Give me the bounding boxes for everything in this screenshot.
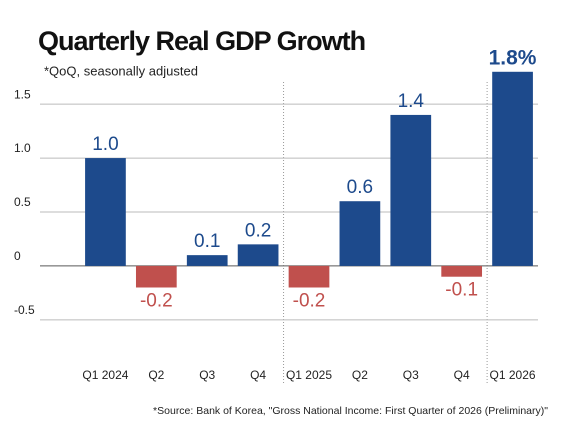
bar: [186, 255, 228, 266]
bar: [135, 265, 177, 288]
x-tick-label: Q1 2026: [490, 368, 536, 382]
y-tick-label: 1.0: [14, 141, 31, 155]
data-label: 0.1: [194, 231, 220, 252]
data-label: 1.0: [92, 134, 118, 155]
x-tick-label: Q4: [250, 368, 266, 382]
data-label: -0.2: [140, 291, 173, 312]
x-tick-label: Q3: [199, 368, 215, 382]
bar: [390, 114, 432, 266]
x-tick-label: Q2: [148, 368, 164, 382]
source-note: *Source: Bank of Korea, "Gross National …: [153, 405, 548, 417]
data-label: -0.2: [293, 291, 326, 312]
x-tick-label: Q1 2025: [286, 368, 332, 382]
bar: [339, 201, 381, 266]
data-label: 1.4: [398, 91, 425, 112]
x-tick-label: Q4: [454, 368, 470, 382]
data-label: 1.8%: [489, 46, 537, 69]
x-tick-label: Q1 2024: [82, 368, 128, 382]
bar: [492, 71, 533, 266]
bar: [237, 244, 279, 266]
y-tick-label: -0.5: [14, 303, 35, 317]
data-label: 0.6: [347, 177, 373, 198]
x-tick-label: Q3: [403, 368, 419, 382]
y-tick-label: 0: [14, 249, 21, 263]
bar: [288, 265, 330, 288]
bar: [441, 265, 483, 277]
data-label: 0.2: [245, 220, 271, 241]
x-tick-label: Q2: [352, 368, 368, 382]
chart-subtitle: *QoQ, seasonally adjusted: [44, 63, 198, 78]
y-tick-label: 1.5: [14, 87, 31, 101]
chart-title: Quarterly Real GDP Growth: [38, 26, 365, 56]
y-tick-label: 0.5: [14, 195, 31, 209]
bar: [85, 158, 126, 266]
data-label: -0.1: [445, 280, 478, 301]
